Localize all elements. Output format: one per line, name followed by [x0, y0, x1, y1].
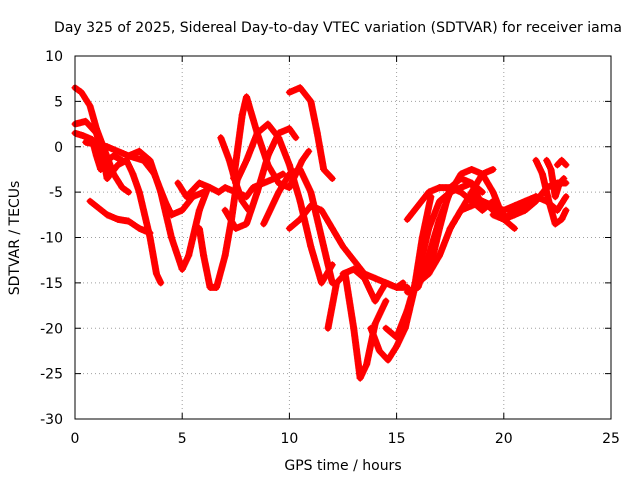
- y-tick-label: -20: [40, 321, 63, 337]
- series-arc-6: [125, 147, 212, 273]
- data-point: [291, 133, 299, 141]
- series-arc-4: [86, 197, 154, 237]
- y-tick-label: -25: [40, 367, 63, 383]
- data-point: [125, 188, 133, 196]
- data-point: [398, 280, 406, 288]
- y-tick-label: -30: [40, 412, 63, 428]
- y-tick-label: -10: [40, 231, 63, 247]
- chart-title: Day 325 of 2025, Sidereal Day-to-day VTE…: [54, 20, 622, 36]
- series-arc-14: [285, 84, 336, 183]
- x-tick-labels: 0 5 10 15 20 25: [71, 431, 620, 447]
- y-tick-label: 5: [54, 94, 63, 110]
- data-point: [292, 134, 300, 142]
- x-tick-label: 25: [602, 431, 620, 447]
- y-tick-labels: -30 -25 -20 -15 -10 -5 0 5 10: [40, 49, 63, 428]
- data-point: [146, 229, 154, 237]
- data-point: [510, 224, 518, 232]
- data-point: [279, 170, 287, 178]
- data-point: [118, 156, 126, 164]
- data-point: [328, 175, 336, 183]
- series-arc-29: [553, 156, 570, 169]
- data-point: [489, 165, 497, 173]
- y-axis-label: SDTVAR / TECUs: [7, 181, 23, 296]
- y-tick-label: 0: [54, 140, 63, 156]
- data-point: [477, 187, 485, 195]
- y-tick-label: -5: [49, 185, 63, 201]
- data-point: [478, 188, 486, 196]
- data-point: [124, 187, 132, 195]
- x-tick-label: 20: [495, 431, 513, 447]
- data-point: [305, 147, 313, 155]
- data-point: [399, 279, 407, 287]
- y-tick-label: 10: [45, 49, 63, 65]
- data-point: [328, 174, 335, 182]
- x-tick-label: 0: [71, 431, 80, 447]
- series-arc-16: [324, 270, 390, 382]
- y-tick-label: -15: [40, 276, 63, 292]
- grid: [75, 56, 611, 419]
- x-tick-label: 5: [178, 431, 187, 447]
- data-series: [71, 84, 570, 382]
- series-arc-17: [339, 265, 407, 305]
- x-tick-label: 15: [388, 431, 406, 447]
- x-tick-label: 10: [280, 431, 298, 447]
- data-point: [511, 224, 519, 232]
- x-axis-label: GPS time / hours: [284, 458, 401, 474]
- series-arc-19: [382, 179, 486, 341]
- data-point: [327, 173, 335, 181]
- data-point: [304, 148, 312, 156]
- series-arc-3: [71, 84, 133, 196]
- data-point: [157, 279, 165, 287]
- data-point: [382, 297, 390, 305]
